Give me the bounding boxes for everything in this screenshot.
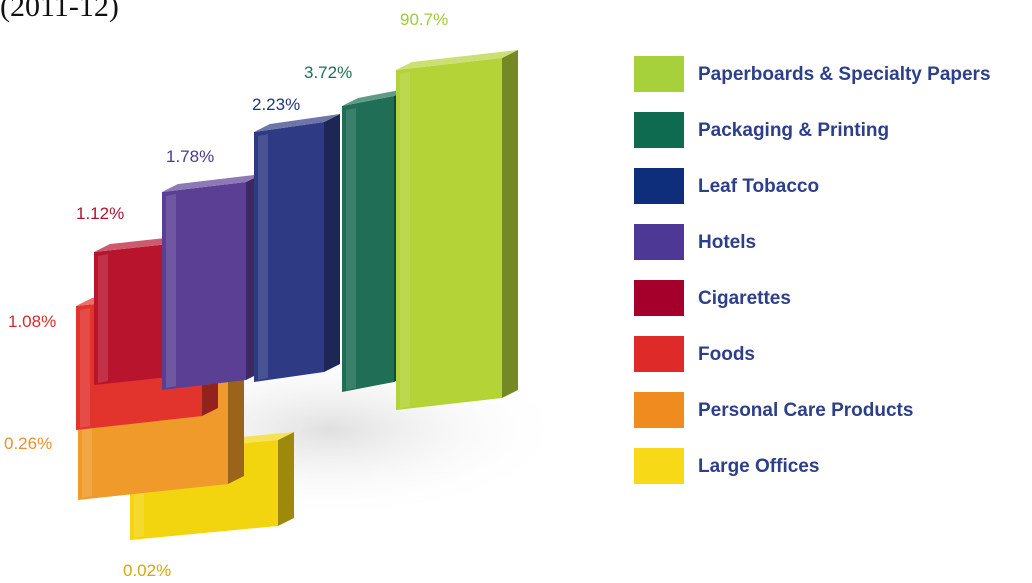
data-label: 1.08%	[8, 312, 56, 331]
legend-swatch	[634, 280, 684, 316]
bar-side-face	[324, 114, 340, 372]
bar-top-face	[162, 174, 262, 192]
legend-swatch	[634, 336, 684, 372]
legend-label: Large Offices	[698, 456, 820, 477]
bar-highlight	[258, 134, 268, 380]
bar-highlight	[346, 108, 356, 390]
legend-label: Leaf Tobacco	[698, 176, 820, 197]
data-label: 1.78%	[166, 147, 214, 166]
legend-swatch	[634, 224, 684, 260]
legend-swatch	[634, 112, 684, 148]
bar-highlight	[166, 194, 176, 388]
legend-swatch	[634, 448, 684, 484]
bar-side-face	[502, 50, 518, 398]
bar-side-face	[228, 372, 244, 484]
bar-top-face	[254, 114, 340, 132]
bar-top-face	[396, 50, 518, 70]
data-label: 90.7%	[400, 10, 448, 29]
legend-label: Packaging & Printing	[698, 120, 890, 141]
bar-highlight	[400, 72, 410, 408]
bar-front-face	[396, 58, 502, 410]
bar-top-face	[342, 88, 410, 106]
legend-label: Paperboards & Specialty Papers	[698, 64, 991, 85]
data-label: 0.02%	[123, 561, 171, 580]
data-label: 1.12%	[76, 204, 124, 223]
legend-label: Cigarettes	[698, 288, 791, 309]
bar-hotels	[162, 174, 262, 390]
bar-paperboards-specialty-papers	[396, 50, 518, 410]
chart-title: (2011-12)	[0, 0, 119, 23]
bar-side-face	[278, 432, 294, 526]
legend-label: Hotels	[698, 232, 757, 253]
stepped-bar-chart: 0.02% 0.26% 1.08% 1.12% 1.78% 2.23%3.72% 90.7%	[4, 10, 570, 580]
legend-swatch	[634, 392, 684, 428]
data-label: 3.72%	[304, 63, 352, 82]
legend-swatch	[634, 168, 684, 204]
bar-highlight	[98, 254, 108, 383]
data-label: 0.26%	[4, 434, 52, 453]
legend-label: Personal Care Products	[698, 400, 914, 421]
legend-swatch	[634, 56, 684, 92]
bar-highlight	[80, 308, 90, 428]
bar-front-face	[162, 182, 246, 390]
legend-label: Foods	[698, 344, 755, 365]
bar-leaf-tobacco	[254, 114, 340, 382]
data-label: 2.23%	[252, 95, 300, 114]
bar-front-face	[254, 122, 324, 382]
